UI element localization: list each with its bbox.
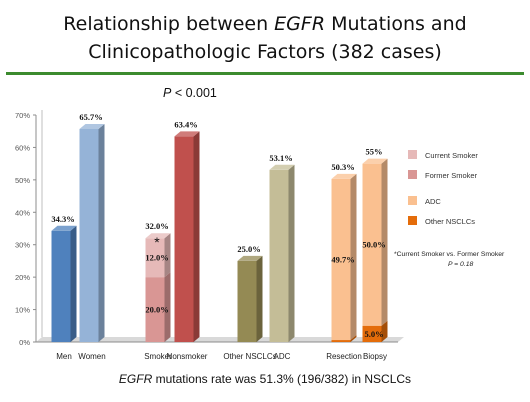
bar-top [79, 123, 105, 129]
data-label: 20.0% [145, 305, 168, 315]
bar-segment-side [350, 173, 357, 341]
bar-segment [362, 163, 382, 326]
bar-side [70, 225, 77, 342]
y-tick-label: 30% [15, 241, 30, 250]
data-label: 50.3% [331, 162, 354, 172]
x-tick-label: ADC [274, 352, 291, 361]
y-tick-label: 60% [15, 143, 30, 152]
legend-label: Current Smoker [425, 151, 478, 160]
bar-side [193, 131, 200, 342]
bar-top [51, 225, 77, 231]
bar-side [256, 255, 263, 342]
legend-label: Former Smoker [425, 171, 478, 180]
significance-marker: * [154, 234, 160, 250]
legend-swatch [408, 170, 417, 179]
footer-caption: EGFR mutations rate was 51.3% (196/382) … [118, 372, 412, 386]
x-tick-label: Men [56, 352, 72, 361]
bar [79, 128, 99, 342]
bar-top [237, 255, 263, 261]
data-label: 50.0% [362, 240, 385, 250]
legend-swatch [408, 196, 417, 205]
bar-segment-side [164, 272, 171, 342]
bar-segment-side [164, 233, 171, 278]
significance-note-p: P = 0.18 [448, 261, 473, 268]
data-label: 63.4% [174, 119, 197, 129]
legend-swatch [408, 150, 417, 159]
data-label: 32.0% [145, 221, 168, 231]
bar [51, 230, 71, 342]
significance-note: *Current Smoker vs. Former Smoker [394, 251, 505, 258]
bar-segment-side [381, 320, 388, 342]
x-tick-label: Resection [326, 352, 362, 361]
bar-segment [331, 178, 351, 341]
title-line-2: Clinicopathologic Factors (382 cases) [88, 41, 442, 63]
chart-floor [36, 337, 404, 342]
y-tick-label: 70% [15, 111, 30, 120]
title-divider [6, 72, 524, 75]
data-label: 49.7% [331, 254, 354, 264]
legend-swatch [408, 216, 417, 225]
x-tick-label: Women [78, 352, 105, 361]
bar [269, 169, 289, 342]
data-label: 5.0% [364, 329, 383, 339]
bar-chart: 0% 10% 20% 30% 40% 50% 60% 70% 34.3% Men 65.7% Wome… [15, 110, 505, 361]
bar-segment-side [381, 158, 388, 326]
bar-side [98, 123, 105, 343]
data-label: 34.3% [51, 214, 74, 224]
x-tick-label: Other NSCLCs [223, 352, 276, 361]
legend-label: ADC [425, 197, 441, 206]
title-line-1: Relationship between EGFR Mutations and [63, 13, 467, 35]
data-label: 65.7% [79, 112, 102, 122]
bar-top [269, 164, 295, 170]
bar-segment-top [145, 233, 171, 239]
x-tick-label: Smoker [144, 352, 172, 361]
bar-segment-side [350, 335, 357, 342]
bar-segment [362, 325, 382, 342]
y-tick-label: 50% [15, 176, 30, 185]
data-label: 12.0% [145, 253, 168, 263]
y-tick-label: 10% [15, 306, 30, 315]
legend-label: Other NSCLCs [425, 217, 475, 226]
chart-title: Relationship between EGFR Mutations and … [0, 10, 530, 66]
bar [174, 136, 194, 342]
data-label: 25.0% [237, 244, 260, 254]
y-tick-label: 0% [19, 338, 30, 347]
y-tick-label: 40% [15, 208, 30, 217]
bar-segment [145, 238, 165, 278]
bar-top [174, 131, 200, 137]
bar [237, 260, 257, 342]
p-value-label: P < 0.001 [163, 86, 217, 100]
bar-side [288, 164, 295, 342]
x-tick-label: Nonsmoker [167, 352, 208, 361]
data-label: 53.1% [269, 153, 292, 163]
data-label: 55% [366, 147, 383, 157]
bar-segment [331, 340, 351, 342]
x-tick-label: Biopsy [363, 352, 387, 361]
bar-segment-top [331, 173, 357, 179]
y-tick-label: 20% [15, 273, 30, 282]
bar-segment [145, 277, 165, 342]
bar-segment-top [362, 158, 388, 164]
